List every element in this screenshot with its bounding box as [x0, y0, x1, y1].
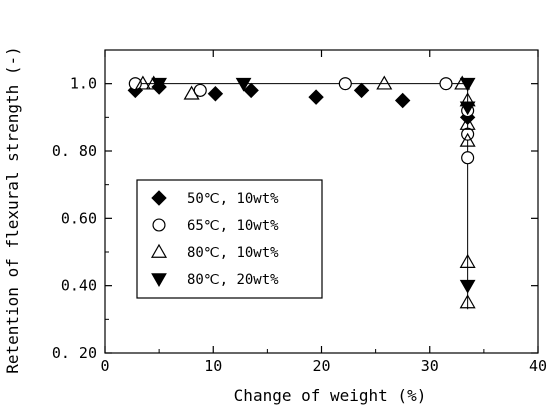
- y-tick-label: 0.40: [61, 277, 97, 295]
- x-tick-label: 0: [100, 357, 109, 375]
- y-tick-label: 0.60: [61, 209, 97, 227]
- legend-label: 80℃, 10wt%: [187, 245, 279, 261]
- data-point: [376, 75, 393, 90]
- data-point: [459, 115, 476, 130]
- legend-label: 80℃, 20wt%: [187, 272, 279, 288]
- y-tick-label: 0. 80: [52, 142, 97, 160]
- data-point: [151, 77, 167, 92]
- data-point: [459, 101, 476, 116]
- x-tick-label: 40: [529, 357, 547, 375]
- data-point: [461, 151, 475, 165]
- y-tick-label: 0. 20: [52, 344, 97, 362]
- data-marks: [127, 75, 476, 309]
- legend-marker: [151, 190, 167, 206]
- x-axis-label: Change of weight (%): [234, 386, 427, 405]
- data-point: [394, 92, 411, 109]
- legend-marker: [150, 243, 168, 258]
- data-point: [128, 77, 142, 91]
- legend-marker: [152, 218, 166, 232]
- data-point: [353, 82, 370, 99]
- data-point: [439, 77, 453, 91]
- data-point: [338, 77, 352, 91]
- data-point: [459, 253, 476, 268]
- data-point: [134, 75, 151, 90]
- data-point: [207, 86, 224, 102]
- axes: 0 10 20 30 40 0. 20 0.40 0.60 0. 80 1.0: [52, 49, 547, 375]
- data-point: [459, 77, 476, 92]
- data-point: [308, 89, 324, 105]
- legend-box: [136, 179, 323, 299]
- y-axis-label: Retention of flexural strength (-): [3, 46, 22, 374]
- legend: 50℃, 10wt% 65℃, 10wt% 80℃, 10wt% 80℃, 20wt%: [136, 179, 323, 299]
- x-tick-label: 10: [204, 357, 222, 375]
- data-point: [459, 132, 476, 147]
- data-point: [459, 279, 476, 294]
- legend-label: 65℃, 10wt%: [187, 218, 279, 234]
- data-point: [183, 85, 200, 100]
- y-tick-label: 1.0: [70, 75, 97, 93]
- x-tick-label: 30: [421, 357, 439, 375]
- data-point: [243, 82, 259, 99]
- data-point: [235, 77, 252, 92]
- legend-label: 50℃, 10wt%: [187, 191, 279, 207]
- x-tick-label: 20: [312, 357, 330, 375]
- data-point: [459, 294, 476, 309]
- legend-marker: [151, 273, 167, 288]
